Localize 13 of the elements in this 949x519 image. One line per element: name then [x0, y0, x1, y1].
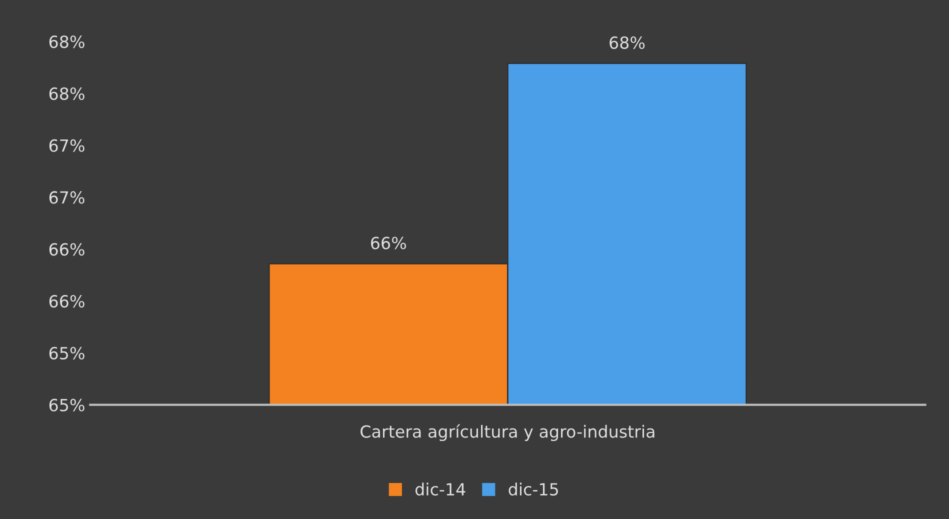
- y-tick-label: 65%: [49, 346, 84, 360]
- data-label: 68%: [610, 36, 645, 49]
- y-tick-label: 66%: [49, 294, 84, 308]
- legend-label: dic-14: [415, 482, 466, 496]
- y-tick-label: 68%: [49, 35, 84, 48]
- y-tick-label: 66%: [49, 243, 84, 256]
- y-tick-label: 68%: [49, 87, 84, 100]
- y-tick-label: 67%: [49, 191, 84, 204]
- legend-label: dic-15: [508, 482, 558, 496]
- data-label: 66%: [371, 236, 406, 250]
- x-tick-label: Cartera agrícultura y agro-industria: [360, 424, 654, 442]
- y-tick-label: 67%: [49, 139, 84, 152]
- y-tick-label: 65%: [49, 398, 84, 412]
